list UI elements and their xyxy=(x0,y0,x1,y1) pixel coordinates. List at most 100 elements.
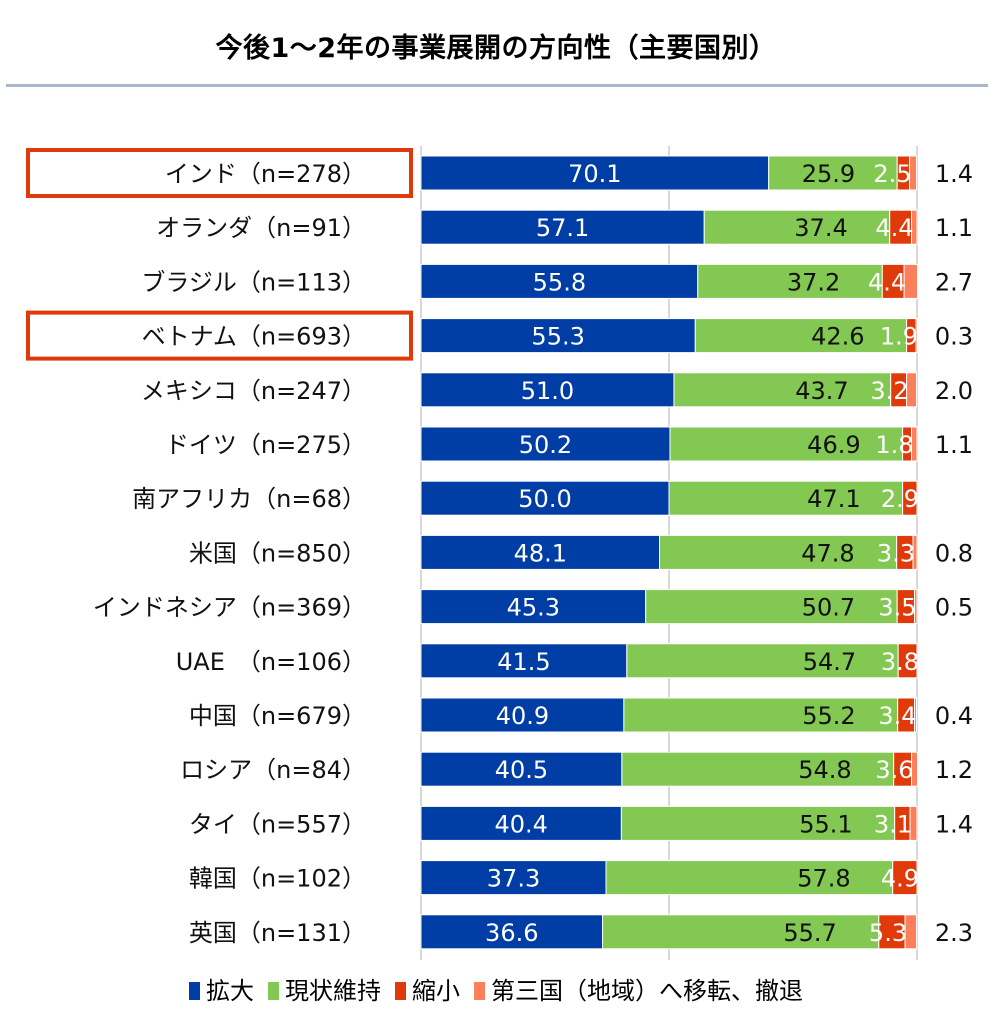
data-label: 1.1 xyxy=(935,431,973,459)
bar-segment xyxy=(914,589,918,625)
bar-segment xyxy=(659,534,898,570)
bar-segment xyxy=(605,860,894,896)
highlight-box xyxy=(26,148,413,198)
legend-item-expand: 拡大 xyxy=(189,971,254,1006)
data-label: 1.9 xyxy=(880,323,918,351)
bar-segment xyxy=(420,914,604,950)
data-label: 4.4 xyxy=(875,214,913,242)
bar-segment xyxy=(768,155,898,191)
bar-segment xyxy=(878,914,906,950)
category-label: 米国（n=850） xyxy=(189,539,366,567)
bar-segment xyxy=(420,589,647,625)
data-label: 37.3 xyxy=(487,865,540,893)
bar-segment xyxy=(645,589,898,625)
data-label: 3.5 xyxy=(878,594,916,622)
bar-segment xyxy=(626,643,899,679)
category-label: オランダ（n=91） xyxy=(156,214,366,242)
data-label: 57.1 xyxy=(536,214,589,242)
data-label: 3.3 xyxy=(877,539,915,567)
bar-segment xyxy=(673,372,892,408)
data-labels: 70.1 25.9 2.5 1.4 57.1 37.4 4.4 1.1 55.8 37.2 4.4 2… xyxy=(485,160,973,947)
legend-swatch xyxy=(189,982,200,1000)
data-label: 3.2 xyxy=(870,377,908,405)
data-label: 50.2 xyxy=(519,431,572,459)
data-label: 48.1 xyxy=(514,539,567,567)
bar-segment xyxy=(420,480,670,516)
bar-segment xyxy=(420,263,699,299)
data-label: 42.6 xyxy=(811,323,864,351)
data-label: 2.0 xyxy=(935,377,973,405)
legend-swatch xyxy=(474,982,485,1000)
bar-segment xyxy=(902,480,918,516)
legend-label: 拡大 xyxy=(206,976,254,1005)
data-label: 2.7 xyxy=(935,268,973,296)
bar-segment xyxy=(668,480,904,516)
highlight-box xyxy=(26,310,413,361)
data-label: 4.4 xyxy=(868,268,906,296)
bar-segment xyxy=(602,914,880,950)
bar-segment xyxy=(420,318,696,354)
chart-title: 今後1～2年の事業展開の方向性（主要国別） xyxy=(215,33,777,64)
data-label: 3.6 xyxy=(875,756,913,784)
title-divider xyxy=(6,84,988,87)
category-label: 韓国（n=102） xyxy=(189,865,366,893)
bar-segment xyxy=(697,263,883,299)
bar-segment xyxy=(420,426,671,462)
category-label: 英国（n=131） xyxy=(189,919,366,947)
data-label: 3.4 xyxy=(878,702,916,730)
data-label: 40.5 xyxy=(495,756,548,784)
data-label: 3.1 xyxy=(874,810,912,838)
bars xyxy=(420,155,918,950)
data-label: 1.4 xyxy=(935,160,973,188)
data-label: 40.9 xyxy=(496,702,549,730)
data-label: 43.7 xyxy=(795,377,848,405)
data-label: 46.9 xyxy=(807,431,860,459)
data-label: 1.4 xyxy=(935,810,973,838)
bar-segment xyxy=(911,426,918,462)
data-label: 2.3 xyxy=(935,919,973,947)
data-label: 2.5 xyxy=(873,160,911,188)
data-label: 36.6 xyxy=(485,919,538,947)
bar-segment xyxy=(420,751,623,787)
bar-segment xyxy=(420,372,675,408)
bar-segment xyxy=(914,697,918,733)
bar-segment xyxy=(620,805,896,841)
bar-segment xyxy=(420,643,628,679)
data-label: 0.4 xyxy=(935,702,973,730)
bar-segment xyxy=(623,697,899,733)
bar-segment xyxy=(906,372,918,408)
category-labels: インド（n=278） オランダ（n=91） ブラジル（n=113） ベトナム（n=69… xyxy=(93,160,366,947)
category-label: ブラジル（n=113） xyxy=(141,268,366,296)
bar-segment xyxy=(420,209,705,245)
data-label: 40.4 xyxy=(494,810,547,838)
data-label: 4.9 xyxy=(881,865,919,893)
legend-item-maintain: 現状維持 xyxy=(268,971,381,1006)
bar-segment xyxy=(911,751,918,787)
data-label: 2.9 xyxy=(881,485,919,513)
legend-label: 現状維持 xyxy=(285,976,381,1005)
data-label: 3.8 xyxy=(881,648,919,676)
bar-segment xyxy=(915,318,918,354)
legend-item-relocate-withdraw: 第三国（地域）へ移転、撤退 xyxy=(474,971,803,1006)
data-label: 1.2 xyxy=(935,756,973,784)
bar-segment xyxy=(903,263,918,299)
data-label: 55.2 xyxy=(802,702,855,730)
stacked-bar-chart: インド（n=278） オランダ（n=91） ブラジル（n=113） ベトナム（n=69… xyxy=(26,146,973,960)
data-label: 1.8 xyxy=(875,431,913,459)
bar-segment xyxy=(420,697,625,733)
bar-segment xyxy=(703,209,891,245)
bar-segment xyxy=(892,860,918,896)
data-label: 50.7 xyxy=(802,594,855,622)
data-label: 5.3 xyxy=(869,919,907,947)
category-label: 中国（n=679） xyxy=(189,702,366,730)
data-label: 25.9 xyxy=(802,160,855,188)
data-label: 54.7 xyxy=(803,648,856,676)
data-label: 47.1 xyxy=(807,485,860,513)
data-label: 45.3 xyxy=(507,594,560,622)
legend-label: 第三国（地域）へ移転、撤退 xyxy=(491,976,803,1005)
data-label: 41.5 xyxy=(497,648,550,676)
bar-segment xyxy=(621,751,895,787)
bar-segment xyxy=(420,805,622,841)
category-label: ロシア（n=84） xyxy=(180,756,366,784)
data-label: 51.0 xyxy=(521,377,574,405)
